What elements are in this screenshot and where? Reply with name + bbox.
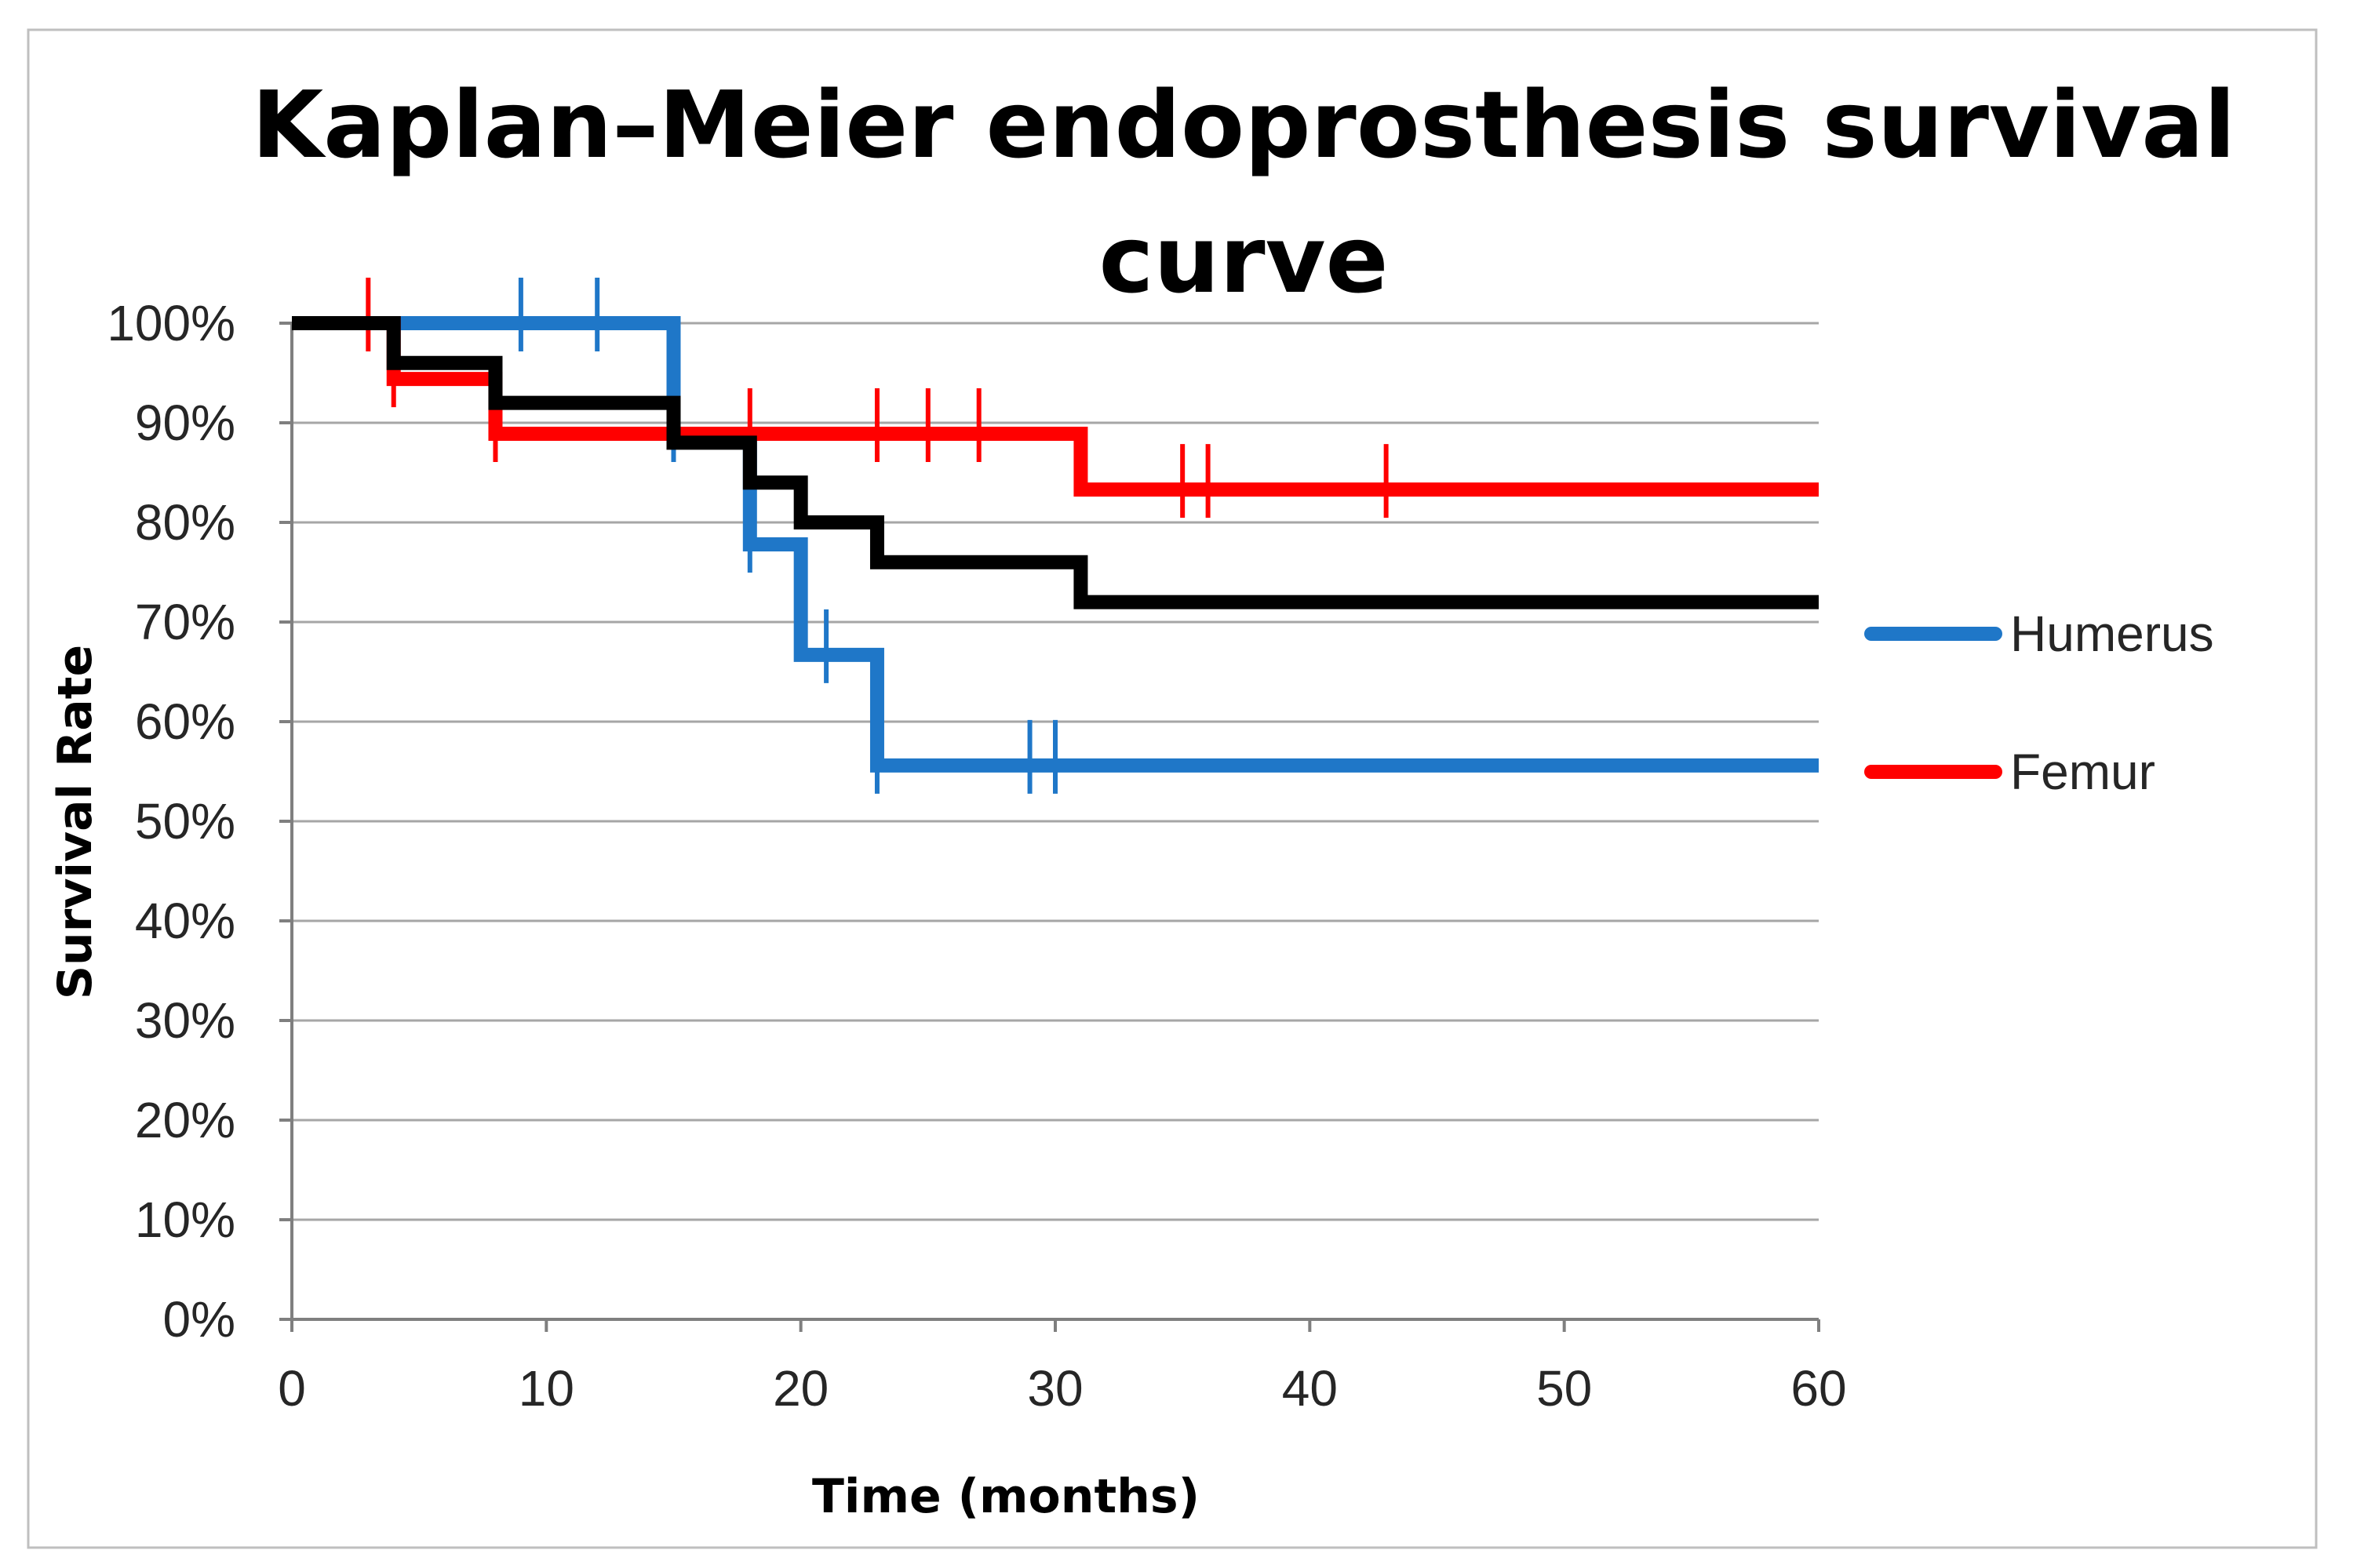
x-tick-label-50: 50: [1536, 1360, 1592, 1417]
series-overall: [292, 316, 1819, 609]
axes: 0% 10% 20% 30% 40% 50% 60% 70% 80% 90% 100% 0 10 20 30…: [107, 295, 1846, 1417]
chart-title-line-2: curve: [1098, 206, 1388, 314]
x-tick-label-60: 60: [1790, 1360, 1846, 1417]
y-tick-label-100: 100%: [107, 295, 235, 351]
legend: Humerus Femur: [1864, 606, 2214, 800]
y-axis-title: Survival Rate: [48, 645, 103, 999]
y-tick-label-50: 50%: [135, 793, 235, 849]
series-humerus: [292, 278, 1819, 794]
curve-overall: [292, 316, 1819, 609]
legend-item-femur: Femur: [1864, 744, 2155, 800]
x-axis-title: Time (months): [812, 1469, 1200, 1524]
y-tick-label-40: 40%: [135, 893, 235, 949]
y-tick-label-80: 80%: [135, 494, 235, 551]
x-tick-label-30: 30: [1027, 1360, 1083, 1417]
y-tick-label-10: 10%: [135, 1191, 235, 1248]
x-tick-label-10: 10: [519, 1360, 574, 1417]
curve-humerus: [292, 316, 1819, 773]
y-tick-label-20: 20%: [135, 1092, 235, 1148]
y-tick-label-30: 30%: [135, 992, 235, 1049]
legend-label-humerus: Humerus: [2010, 606, 2214, 662]
y-tick-label-70: 70%: [135, 594, 235, 650]
y-tick-label-0: 0%: [163, 1291, 236, 1348]
x-tick-label-40: 40: [1282, 1360, 1338, 1417]
y-tick-label-60: 60%: [135, 693, 235, 750]
x-tick-label-0: 0: [278, 1360, 306, 1417]
legend-label-femur: Femur: [2010, 744, 2155, 800]
legend-item-humerus: Humerus: [1864, 606, 2214, 662]
chart-frame: [27, 28, 2318, 1549]
series-curves: [292, 278, 1819, 794]
x-tick-label-20: 20: [773, 1360, 829, 1417]
chart-title-line-1: Kaplan–Meier endoprosthesis survival: [252, 71, 2236, 179]
y-tick-label-90: 90%: [135, 395, 235, 451]
